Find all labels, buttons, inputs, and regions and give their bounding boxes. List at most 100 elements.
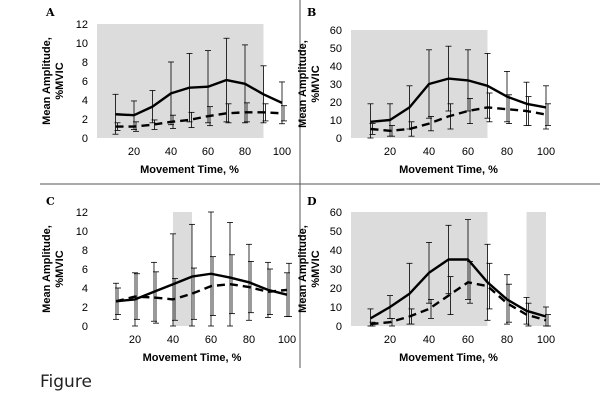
y-tick-label: 40 — [330, 61, 342, 73]
error-bar-dashed — [134, 273, 140, 320]
y-tick-label: 10 — [330, 302, 342, 314]
x-tick-label: 80 — [501, 334, 513, 346]
x-tick-label: 40 — [165, 146, 177, 158]
y-tick-label: 4 — [82, 95, 88, 107]
error-bar-dashed — [486, 262, 493, 310]
error-bar-dashed — [428, 298, 434, 319]
error-bar-solid — [208, 211, 214, 327]
shaded-region-d-2 — [526, 212, 546, 326]
series-line-solid — [370, 77, 547, 123]
x-tick-label: 80 — [239, 146, 251, 158]
x-tick-label: 100 — [537, 334, 555, 346]
x-axis-label: Movement Time, % — [399, 352, 498, 364]
y-axis-label-line2: %MVIC — [310, 250, 322, 287]
x-tick-label: 100 — [273, 146, 291, 158]
error-bar-solid — [170, 233, 176, 327]
series-line-solid — [369, 258, 547, 320]
error-bar-dashed — [210, 256, 216, 316]
series-line-solid — [115, 272, 288, 303]
y-tick-label: 4 — [82, 283, 88, 295]
series-line-solid — [115, 78, 283, 117]
y-tick-label: 60 — [330, 207, 342, 219]
y-tick-label: 30 — [330, 264, 342, 276]
x-tick-label: 100 — [278, 334, 296, 346]
error-bar-dashed — [389, 125, 395, 137]
y-axis-label-line1: Mean Amplitude, — [41, 37, 53, 125]
error-bar-solid — [189, 223, 195, 327]
shaded-region-c-1 — [173, 212, 192, 326]
x-tick-label: 60 — [202, 146, 214, 158]
y-axis-label: Mean Amplitude,%MVIC — [41, 225, 66, 313]
y-tick-label: 20 — [330, 283, 342, 295]
series-line-dashed — [370, 106, 547, 133]
y-tick-label: 12 — [76, 19, 88, 31]
error-bar-dashed — [286, 262, 292, 317]
error-bar-dashed — [506, 283, 512, 323]
panel-b: B 0 10 20 30 40 50 60 20 40 60 80 100 Movement Time, … — [297, 6, 555, 176]
panel-label-b: B — [307, 6, 316, 19]
error-bar-dashed — [525, 302, 532, 327]
error-bar-dashed — [506, 94, 512, 124]
y-axis-label: Mean Amplitude,%MVIC — [41, 37, 66, 125]
error-bar-dashed — [262, 103, 269, 122]
x-tick-label: 80 — [243, 334, 255, 346]
y-tick-label: 12 — [76, 207, 88, 219]
series-line-dashed — [115, 283, 288, 303]
y-tick-label: 10 — [76, 38, 88, 50]
y-tick-label: 2 — [82, 302, 88, 314]
x-tick-label: 20 — [128, 146, 140, 158]
error-bar-dashed — [447, 276, 454, 316]
y-tick-label: 50 — [330, 226, 342, 238]
error-bar-dashed — [545, 314, 551, 327]
error-bar-dashed — [389, 317, 395, 327]
y-axis-label-line1: Mean Amplitude, — [297, 225, 309, 313]
y-tick-label: 6 — [82, 264, 88, 276]
shaded-region-b-1 — [351, 30, 488, 138]
x-tick-label: 40 — [167, 334, 179, 346]
x-tick-label: 40 — [423, 146, 435, 158]
y-axis-label-line2: %MVIC — [54, 62, 66, 99]
x-tick-label: 60 — [205, 334, 217, 346]
y-tick-label: 0 — [82, 321, 88, 333]
y-axis-label: Mean Amplitude,%MVIC — [297, 225, 322, 313]
y-axis-label: Mean Amplitude,%MVIC — [297, 40, 322, 128]
error-bar-dashed — [545, 103, 551, 126]
y-tick-label: 50 — [330, 43, 342, 55]
y-tick-label: 30 — [330, 79, 342, 91]
y-axis-label-line2: %MVIC — [310, 65, 322, 102]
panel-c: C 0 2 4 6 8 10 12 20 40 60 80 100 Movement Time, % Mea… — [41, 195, 296, 364]
shaded-region-d-1 — [351, 212, 488, 326]
panel-label-c: C — [46, 195, 55, 208]
y-tick-label: 8 — [82, 57, 88, 69]
y-axis-label-line1: Mean Amplitude, — [297, 40, 309, 128]
y-tick-label: 6 — [82, 76, 88, 88]
x-tick-label: 100 — [537, 146, 555, 158]
error-bar-solid — [227, 222, 233, 327]
panel-label-d: D — [307, 195, 317, 208]
x-tick-label: 20 — [384, 146, 396, 158]
series-line-dashed — [115, 111, 283, 128]
error-bar-dashed — [281, 105, 287, 122]
series-line-dashed — [370, 281, 547, 326]
y-tick-label: 8 — [82, 245, 88, 257]
x-tick-label: 40 — [423, 334, 435, 346]
panel-d: D 0 10 20 30 40 50 60 20 40 60 80 100 Movement Time, … — [297, 195, 555, 364]
y-tick-label: 20 — [330, 97, 342, 109]
y-tick-label: 2 — [82, 114, 88, 126]
x-tick-label: 80 — [501, 146, 513, 158]
x-axis-label: Movement Time, % — [143, 352, 242, 364]
x-tick-label: 20 — [129, 334, 141, 346]
figure-caption: Figure — [40, 372, 92, 392]
y-tick-label: 10 — [76, 226, 88, 238]
y-axis-label-line2: %MVIC — [54, 250, 66, 287]
error-bar-dashed — [248, 260, 254, 314]
error-bar-dashed — [428, 116, 434, 132]
error-bar-dashed — [467, 98, 473, 124]
y-tick-label: 0 — [336, 133, 342, 145]
x-tick-label: 60 — [462, 334, 474, 346]
y-tick-label: 60 — [330, 25, 342, 37]
y-axis-label-line1: Mean Amplitude, — [41, 225, 53, 313]
panel-a: A 0 2 4 6 8 10 12 20 40 60 80 100 Movement Time, % Mea… — [41, 6, 291, 176]
y-tick-label: 40 — [330, 245, 342, 257]
